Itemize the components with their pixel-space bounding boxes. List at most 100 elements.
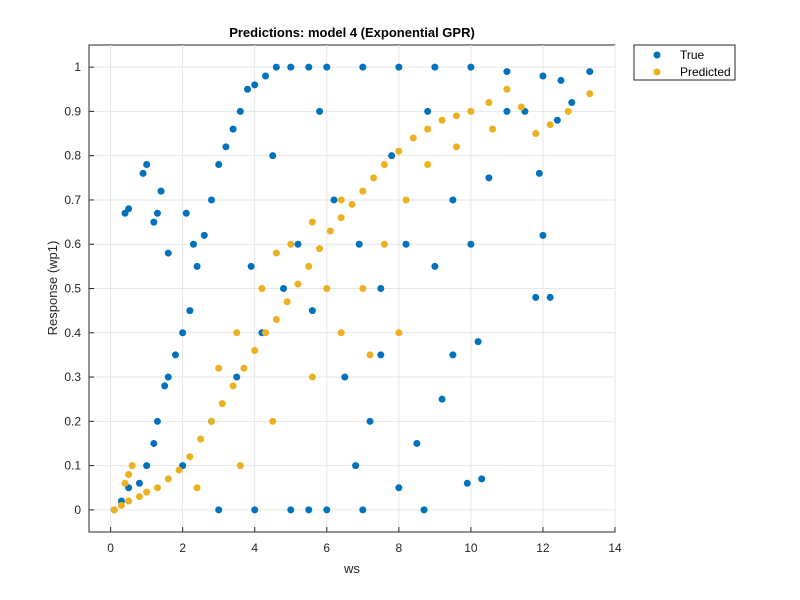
predicted-point <box>283 298 291 306</box>
true-point <box>125 205 133 213</box>
true-point <box>247 262 255 270</box>
y-tick-label: 1 <box>74 60 81 74</box>
true-point <box>359 63 367 71</box>
y-tick-label: 0.8 <box>64 149 81 163</box>
true-point <box>323 506 331 514</box>
true-point <box>366 417 374 425</box>
y-tick-label: 0.2 <box>64 414 81 428</box>
predicted-point <box>503 85 511 93</box>
true-point <box>431 63 439 71</box>
true-point <box>182 209 190 217</box>
true-point <box>377 351 385 359</box>
x-tick-label: 10 <box>464 541 478 555</box>
predicted-point <box>125 470 133 478</box>
grid-lines <box>89 45 616 532</box>
predicted-point <box>359 285 367 292</box>
predicted-point <box>164 475 172 483</box>
true-point <box>287 506 295 514</box>
true-point <box>150 439 158 447</box>
y-tick-label: 0.1 <box>64 459 81 473</box>
true-point <box>532 293 540 301</box>
true-point <box>377 285 385 292</box>
x-tick-label: 4 <box>251 541 258 555</box>
true-point <box>359 506 367 514</box>
predicted-point <box>380 161 388 169</box>
predicted-point <box>323 285 331 292</box>
true-point <box>179 329 187 337</box>
predicted-point <box>121 479 129 487</box>
true-point <box>539 231 547 239</box>
true-point <box>262 72 270 80</box>
true-point <box>586 68 594 76</box>
true-point <box>153 209 161 217</box>
true-point <box>164 373 172 381</box>
series-true <box>110 63 594 514</box>
predicted-point <box>467 107 475 115</box>
predicted-point <box>287 240 295 248</box>
predicted-point <box>207 417 215 425</box>
predicted-point <box>438 116 446 124</box>
true-point <box>229 125 237 133</box>
true-point <box>568 99 576 107</box>
predicted-point <box>305 262 313 270</box>
x-tick-label: 12 <box>536 541 550 555</box>
true-point <box>251 506 259 514</box>
true-point <box>503 68 511 76</box>
predicted-point <box>135 493 143 501</box>
true-point <box>171 351 179 359</box>
true-point <box>150 218 158 226</box>
true-point <box>215 506 223 514</box>
y-tick-label: 0 <box>74 503 81 517</box>
true-point <box>463 479 471 487</box>
true-point <box>215 161 223 169</box>
legend-marker-true <box>653 51 661 59</box>
predicted-point <box>218 400 226 408</box>
true-point <box>222 143 230 151</box>
predicted-point <box>236 462 244 470</box>
predicted-point <box>395 147 403 155</box>
predicted-point <box>380 240 388 248</box>
predicted-point <box>316 245 324 253</box>
true-point <box>251 81 259 89</box>
true-point <box>330 196 338 204</box>
true-point <box>474 338 482 346</box>
true-point <box>424 107 432 115</box>
predicted-point <box>258 285 266 292</box>
true-point <box>272 63 280 71</box>
predicted-point <box>359 187 367 195</box>
true-point <box>143 161 151 169</box>
y-tick-label: 0.3 <box>64 370 81 384</box>
true-point <box>341 373 349 381</box>
predicted-point <box>262 329 270 337</box>
true-point <box>431 262 439 270</box>
y-axis-ticks: 0 0.1 0.2 0.3 0.4 0.5 0.6 0.7 0.8 0.9 1 <box>64 60 94 517</box>
true-point <box>323 63 331 71</box>
predicted-point <box>409 134 417 142</box>
y-tick-label: 0.9 <box>64 104 81 118</box>
true-point <box>503 107 511 115</box>
true-point <box>413 439 421 447</box>
y-tick-label: 0.5 <box>64 282 81 296</box>
true-point <box>233 373 241 381</box>
true-point <box>395 63 403 71</box>
true-point <box>186 307 194 315</box>
predicted-point <box>337 329 345 337</box>
legend-label-predicted: Predicted <box>680 65 731 79</box>
predicted-point <box>308 218 316 226</box>
predicted-point <box>564 107 572 115</box>
true-point <box>539 72 547 80</box>
true-point <box>388 152 396 160</box>
legend-marker-predicted <box>653 68 661 76</box>
predicted-point <box>233 329 241 337</box>
true-point <box>553 116 561 124</box>
x-tick-label: 0 <box>107 541 114 555</box>
true-point <box>244 85 252 93</box>
predicted-point <box>197 435 205 443</box>
legend-box <box>633 44 736 81</box>
legend: True Predicted <box>633 44 736 81</box>
chart-title: Predictions: model 4 (Exponential GPR) <box>229 25 475 40</box>
true-point <box>139 169 147 177</box>
predicted-point <box>517 103 525 111</box>
true-point <box>402 240 410 248</box>
predicted-point <box>186 453 194 461</box>
